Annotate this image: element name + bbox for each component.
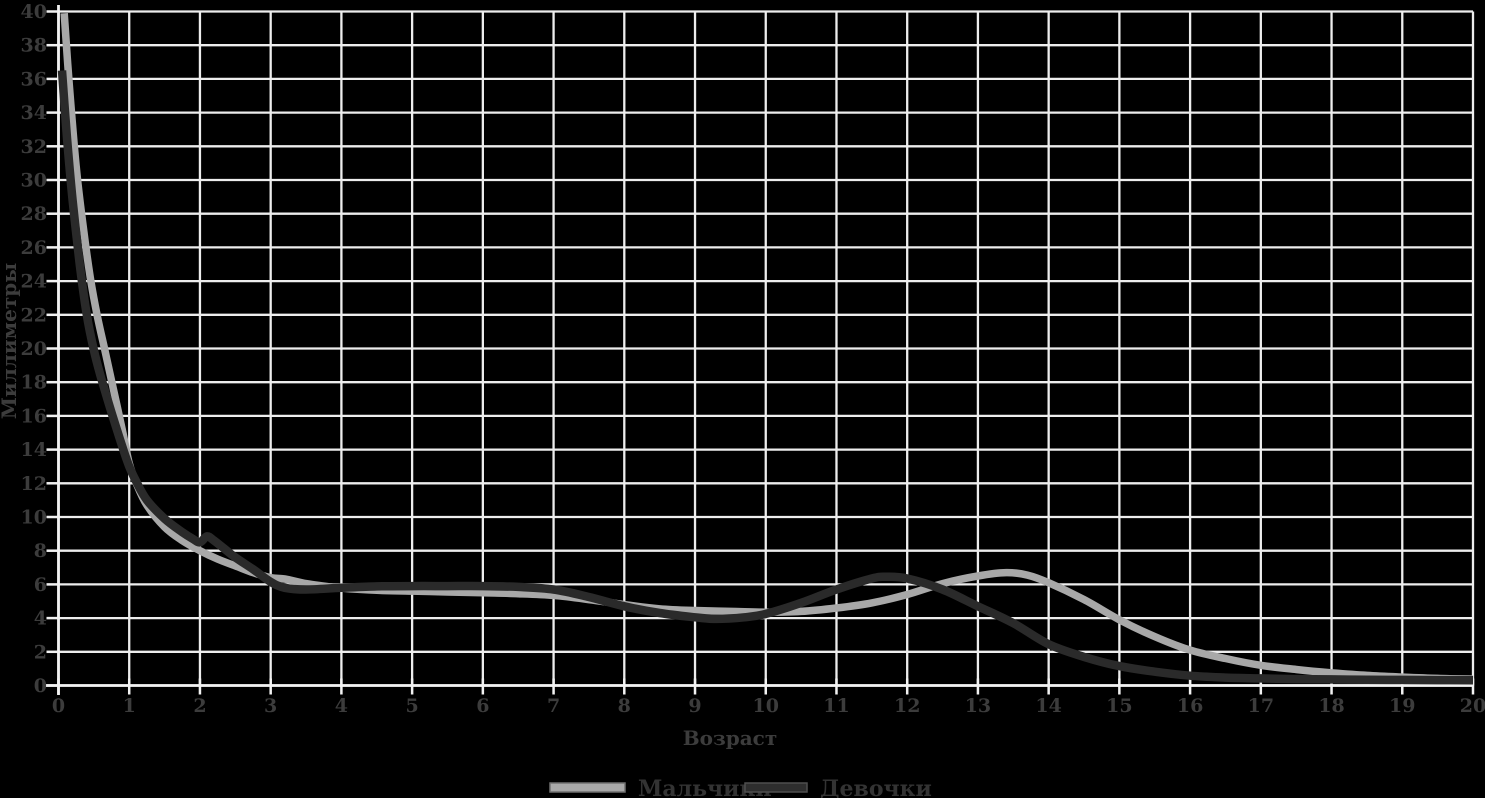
x-tick-label: 12 — [894, 695, 920, 717]
x-tick-label: 7 — [547, 695, 560, 717]
y-tick-label: 12 — [21, 473, 47, 495]
x-tick-label: 17 — [1248, 695, 1274, 717]
data-series — [57, 12, 1474, 685]
x-tick-label: 3 — [264, 695, 277, 717]
x-tick-label: 16 — [1177, 695, 1203, 717]
y-tick-label: 24 — [21, 271, 47, 293]
y-tick-label: 0 — [34, 675, 47, 697]
legend-swatch-boys — [549, 782, 626, 793]
y-tick-label: 40 — [21, 1, 47, 23]
x-tick-label: 8 — [618, 695, 631, 717]
legend: Мальчики Девочки — [549, 776, 932, 798]
y-tick-label: 32 — [21, 136, 47, 158]
y-tick-label: 14 — [21, 439, 47, 461]
y-tick-label: 8 — [34, 540, 47, 562]
x-tick-label: 2 — [193, 695, 206, 717]
series-line-girls — [57, 70, 1474, 685]
x-tick-label: 14 — [1035, 695, 1061, 717]
y-tick-label: 36 — [21, 68, 47, 90]
y-tick-label: 18 — [21, 372, 47, 394]
y-tick-label: 16 — [21, 405, 47, 427]
x-tick-label: 11 — [823, 695, 849, 717]
y-tick-label: 34 — [21, 102, 47, 124]
x-tick-label: 5 — [406, 695, 419, 717]
x-tick-label: 13 — [965, 695, 991, 717]
x-tick-label: 10 — [753, 695, 779, 717]
legend-label-girls: Девочки — [820, 776, 932, 798]
axis-ticks — [46, 10, 1475, 695]
y-tick-label: 10 — [21, 507, 47, 529]
y-tick-label: 38 — [21, 35, 47, 57]
y-tick-label: 2 — [34, 641, 47, 663]
x-tick-label: 15 — [1106, 695, 1132, 717]
axes — [46, 5, 1474, 695]
x-tick-label: 18 — [1318, 695, 1344, 717]
x-axis-title: Возраст — [683, 726, 778, 750]
y-axis-title: Миллиметры — [0, 263, 21, 420]
x-tick-label: 0 — [52, 695, 65, 717]
x-tick-label: 4 — [335, 695, 348, 717]
legend-label-boys: Мальчики — [638, 776, 772, 798]
y-tick-label: 28 — [21, 203, 47, 225]
legend-swatch-girls — [744, 782, 808, 793]
x-tick-labels: 0 1 2 3 4 5 6 7 8 9 10 11 12 13 14 15 16 17 18 19 20 — [52, 695, 1485, 717]
y-tick-label: 30 — [21, 170, 47, 192]
y-tick-label: 6 — [34, 574, 47, 596]
y-tick-label: 22 — [21, 304, 47, 326]
x-tick-label: 20 — [1460, 695, 1485, 717]
y-tick-label: 20 — [21, 338, 47, 360]
x-tick-label: 6 — [476, 695, 489, 717]
x-tick-label: 19 — [1389, 695, 1415, 717]
x-tick-label: 9 — [688, 695, 701, 717]
y-tick-label: 26 — [21, 237, 47, 259]
x-tick-label: 1 — [123, 695, 136, 717]
y-tick-label: 4 — [34, 608, 47, 630]
